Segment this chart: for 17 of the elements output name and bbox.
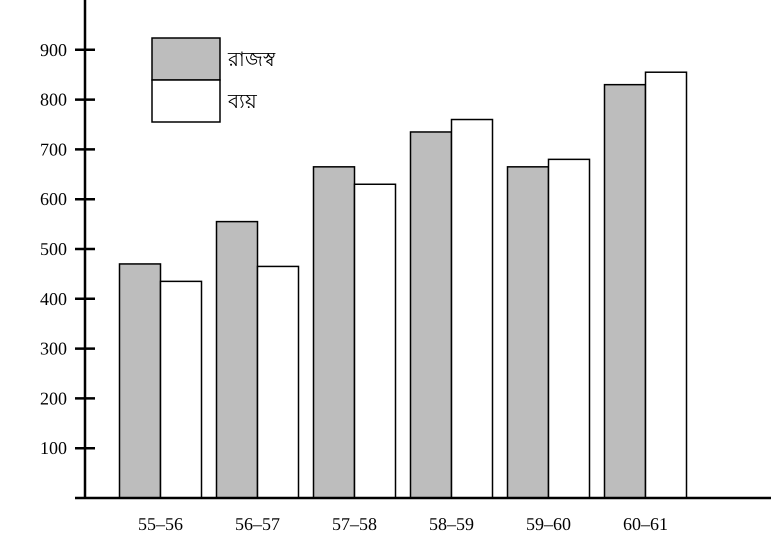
y-tick-label: 400	[40, 288, 67, 309]
y-tick-label: 500	[40, 239, 67, 259]
y-tick-label: 600	[40, 189, 67, 210]
y-tick-label: 100	[40, 438, 67, 458]
y-tick-label: 900	[40, 40, 67, 60]
legend-label: ব্যয়	[227, 89, 258, 113]
x-tick-label: 56–57	[235, 514, 280, 534]
x-tick-label: 57–58	[332, 514, 377, 534]
x-tick-label: 58–59	[429, 514, 474, 534]
x-tick-label: 55–56	[138, 514, 183, 534]
y-tick-label: 700	[40, 139, 67, 160]
x-tick-label: 60–61	[623, 514, 668, 534]
y-tick-label: 800	[40, 90, 67, 110]
y-tick-label: 300	[40, 338, 67, 359]
x-tick-label: 59–60	[526, 514, 571, 534]
legend-label: রাজস্ব	[227, 47, 276, 71]
y-tick-label: 200	[40, 388, 67, 408]
